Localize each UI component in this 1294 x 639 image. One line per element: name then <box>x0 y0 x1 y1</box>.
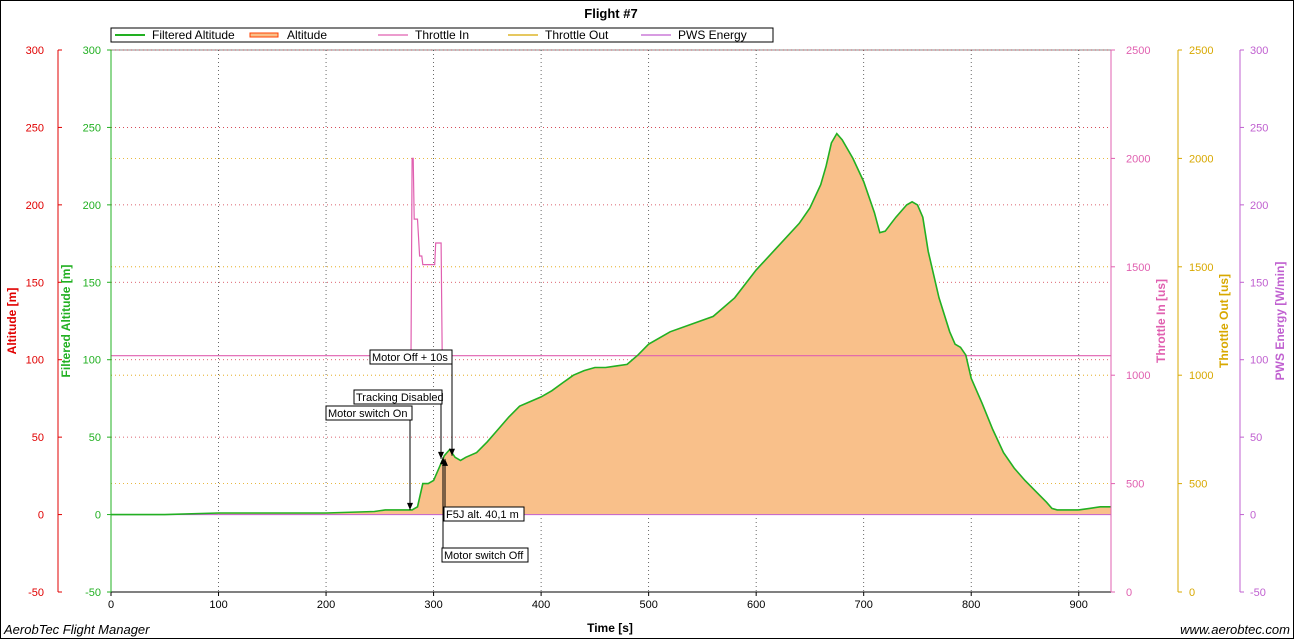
altitude-tick-label: 250 <box>26 122 44 134</box>
throttle_out-tick-label: 500 <box>1189 479 1207 491</box>
throttle_out-tick-label: 2500 <box>1189 45 1213 57</box>
annotation-2: Motor Off + 10s <box>369 349 455 456</box>
throttle_in-tick-label: 0 <box>1126 587 1132 599</box>
annotation-arrow <box>438 451 444 459</box>
annotation-label: F5J alt. 40,1 m <box>446 509 519 521</box>
annotations: Motor switch On Tracking Disabled Motor Of… <box>325 349 529 563</box>
annotation-label: Motor switch On <box>328 408 407 420</box>
annotation-box <box>369 349 453 365</box>
legend-item[interactable]: PWS Energy <box>641 28 747 42</box>
throttle_in-tick-label: 2500 <box>1126 45 1150 57</box>
annotation-box <box>441 547 529 563</box>
annotation-box <box>325 405 413 421</box>
throttle_out-tick-label: 1000 <box>1189 370 1213 382</box>
filtered_altitude-axis-title: Filtered Altitude [m] <box>59 265 73 378</box>
throttle_out-tick-label: 1500 <box>1189 262 1213 274</box>
throttle_in-tick-label: 1000 <box>1126 370 1150 382</box>
altitude-tick-label: 50 <box>32 432 44 444</box>
throttle_out-tick-label: 0 <box>1189 587 1195 599</box>
legend-swatch <box>249 32 279 38</box>
x-tick-label: 500 <box>639 599 657 611</box>
legend-label: Throttle In <box>415 28 469 42</box>
annotation-box <box>443 506 525 522</box>
chart-title: Flight #7 <box>584 6 637 21</box>
filtered_altitude-tick-label: 100 <box>83 355 101 367</box>
throttle_in-axis-title: Throttle In [us] <box>1154 279 1168 363</box>
filtered_altitude-tick-label: 0 <box>95 510 101 522</box>
axes: 0 100 200 300 400 500 600 700 800 900-50050100150… <box>5 45 1287 611</box>
legend-item[interactable]: Altitude <box>249 28 327 42</box>
footer-right[interactable]: www.aerobtec.com <box>1180 622 1290 637</box>
annotation-label: Motor switch Off <box>444 550 524 562</box>
filtered_altitude-tick-label: 150 <box>83 277 101 289</box>
throttle_out-axis-title: Throttle Out [us] <box>1217 274 1231 368</box>
pws_energy-axis-title: PWS Energy [W/min] <box>1273 262 1287 381</box>
annotation-0: Motor switch On <box>325 405 413 510</box>
annotation-arrow <box>440 457 446 465</box>
pws_energy-tick-label: 300 <box>1250 45 1268 57</box>
x-tick-label: 200 <box>317 599 335 611</box>
annotation-arrow <box>449 448 455 456</box>
annotation-arrow <box>407 502 413 510</box>
x-tick-label: 700 <box>855 599 873 611</box>
annotation-box <box>353 389 443 405</box>
pws_energy-tick-label: 200 <box>1250 200 1268 212</box>
legend[interactable]: Filtered Altitude Altitude Throttle In Thro… <box>110 27 774 43</box>
altitude-tick-label: 300 <box>26 45 44 57</box>
annotation-1: Tracking Disabled <box>353 389 444 459</box>
altitude-tick-label: 150 <box>26 277 44 289</box>
pws_energy-tick-label: 0 <box>1250 510 1256 522</box>
annotation-3: F5J alt. 40,1 m <box>442 458 525 522</box>
pws_energy-tick-label: 100 <box>1250 355 1268 367</box>
x-tick-label: 300 <box>424 599 442 611</box>
legend-item[interactable]: Throttle In <box>378 28 469 42</box>
legend-label: Throttle Out <box>545 28 609 42</box>
legend-label: PWS Energy <box>678 28 747 42</box>
altitude-area <box>111 133 1111 515</box>
legend-label: Altitude <box>287 28 327 42</box>
filtered_altitude-tick-label: -50 <box>85 587 101 599</box>
throttle_in-tick-label: 2000 <box>1126 153 1150 165</box>
x-tick-label: 800 <box>962 599 980 611</box>
pws_energy-tick-label: -50 <box>1250 587 1266 599</box>
x-tick-label: 100 <box>209 599 227 611</box>
footer-left: AerobTec Flight Manager <box>3 622 150 637</box>
pws_energy-tick-label: 50 <box>1250 432 1262 444</box>
throttle-in-line <box>111 157 1111 357</box>
altitude-tick-label: 200 <box>26 200 44 212</box>
x-tick-label: 600 <box>747 599 765 611</box>
annotation-label: Motor Off + 10s <box>372 352 448 364</box>
legend-item[interactable]: Throttle Out <box>508 28 609 42</box>
plot-area <box>111 133 1111 515</box>
legend-item[interactable]: Filtered Altitude <box>115 28 235 42</box>
altitude-axis-title: Altitude [m] <box>5 288 19 355</box>
altitude-tick-label: 0 <box>38 510 44 522</box>
legend-box <box>110 27 774 43</box>
legend-label: Filtered Altitude <box>152 28 235 42</box>
filtered_altitude-tick-label: 250 <box>83 122 101 134</box>
x-tick-label: 0 <box>108 599 114 611</box>
x-axis-label: Time [s] <box>587 621 633 635</box>
throttle_in-tick-label: 500 <box>1126 479 1144 491</box>
pws_energy-tick-label: 150 <box>1250 277 1268 289</box>
filtered_altitude-tick-label: 50 <box>89 432 101 444</box>
altitude-tick-label: 100 <box>26 355 44 367</box>
throttle_in-tick-label: 1500 <box>1126 262 1150 274</box>
throttle_out-tick-label: 2000 <box>1189 153 1213 165</box>
filtered_altitude-tick-label: 200 <box>83 200 101 212</box>
pws_energy-tick-label: 250 <box>1250 122 1268 134</box>
x-tick-label: 400 <box>532 599 550 611</box>
altitude-tick-label: -50 <box>28 587 44 599</box>
annotation-label: Tracking Disabled <box>356 392 444 404</box>
filtered_altitude-tick-label: 300 <box>83 45 101 57</box>
filtered-altitude-line <box>111 132 1111 516</box>
annotation-4: Motor switch Off <box>440 457 529 563</box>
x-tick-label: 900 <box>1070 599 1088 611</box>
